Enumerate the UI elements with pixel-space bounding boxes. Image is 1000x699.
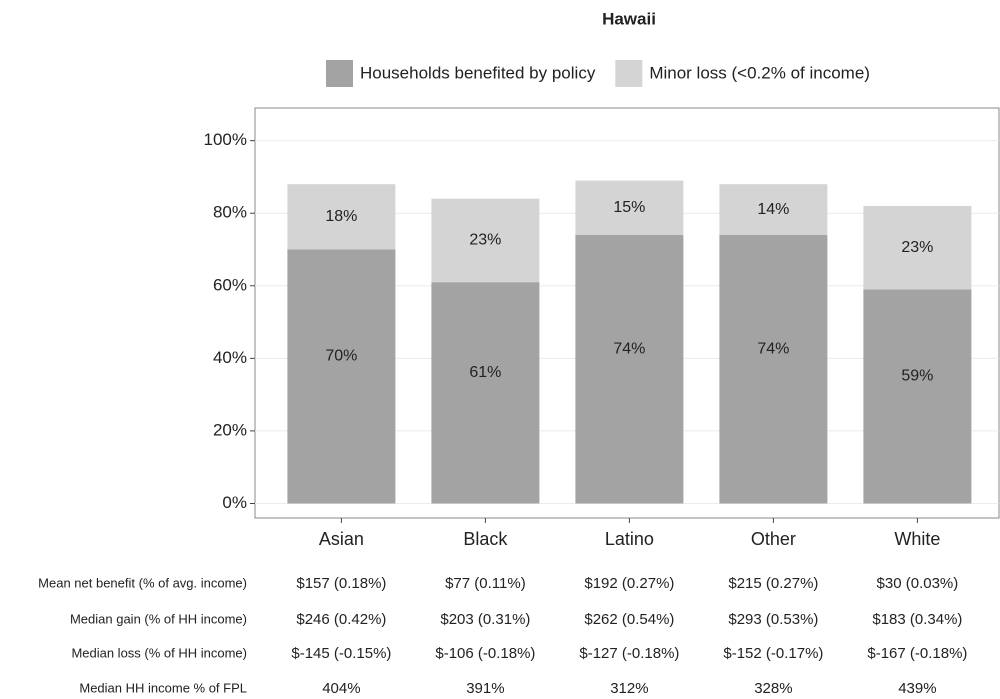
table-cell: $262 (0.54%) [584,611,674,628]
table-cell: 312% [610,680,648,697]
data-label: 14% [757,201,789,218]
data-label: 18% [325,208,357,225]
x-tick-label: Latino [605,529,654,549]
bar-segment [863,289,972,504]
table-cell: $-152 (-0.17%) [723,645,823,662]
x-tick-label: White [894,529,940,549]
table-row-label: Mean net benefit (% of avg. income) [38,575,247,590]
table-cell: $-127 (-0.18%) [579,645,679,662]
bar-segment [719,234,828,504]
data-label: 74% [757,340,789,357]
table-cell: $-145 (-0.15%) [291,645,391,662]
data-label: 23% [469,232,501,249]
bar-segment [575,234,684,504]
x-tick-label: Other [751,529,796,549]
table-cell: $77 (0.11%) [445,575,526,592]
bar-segment [431,198,540,283]
table-cell: $183 (0.34%) [872,611,962,628]
table-cell: 328% [754,680,792,697]
y-tick-label: 80% [213,203,247,222]
bar-segment [719,184,828,235]
legend-label: Minor loss (<0.2% of income) [649,63,870,82]
table-row-label: Median HH income % of FPL [79,680,247,695]
data-label: 70% [325,348,357,365]
table-cell: $-167 (-0.18%) [867,645,967,662]
bar-segment [287,249,396,504]
bar-segment [287,184,396,250]
bar-segment [575,180,684,235]
table-cell: $215 (0.27%) [728,575,818,592]
y-tick-label: 100% [204,130,247,149]
table-row-label: Median gain (% of HH income) [70,611,247,626]
data-label: 61% [469,364,501,381]
data-label: 74% [613,340,645,357]
y-tick-label: 60% [213,275,247,294]
table-cell: $203 (0.31%) [440,611,530,628]
y-tick-label: 0% [222,493,247,512]
legend-label: Households benefited by policy [360,63,596,82]
table-cell: 404% [322,680,360,697]
bar-segment [863,205,972,290]
table-cell: $293 (0.53%) [728,611,818,628]
table-row-label: Median loss (% of HH income) [71,645,247,660]
chart-title: Hawaii [602,9,656,28]
x-tick-label: Black [463,529,508,549]
table-cell: $30 (0.03%) [877,575,959,592]
table-cell: $-106 (-0.18%) [435,645,535,662]
table-cell: 439% [898,680,936,697]
table-cell: $246 (0.42%) [296,611,386,628]
bar-segment [431,282,540,504]
y-tick-label: 40% [213,348,247,367]
data-label: 15% [613,199,645,216]
legend-swatch [326,60,353,87]
data-label: 23% [901,239,933,256]
table-cell: $157 (0.18%) [296,575,386,592]
legend-swatch [615,60,643,87]
table-cell: 391% [466,680,504,697]
x-tick-label: Asian [319,529,364,549]
y-tick-label: 20% [213,420,247,439]
table-cell: $192 (0.27%) [584,575,674,592]
data-label: 59% [901,368,933,385]
